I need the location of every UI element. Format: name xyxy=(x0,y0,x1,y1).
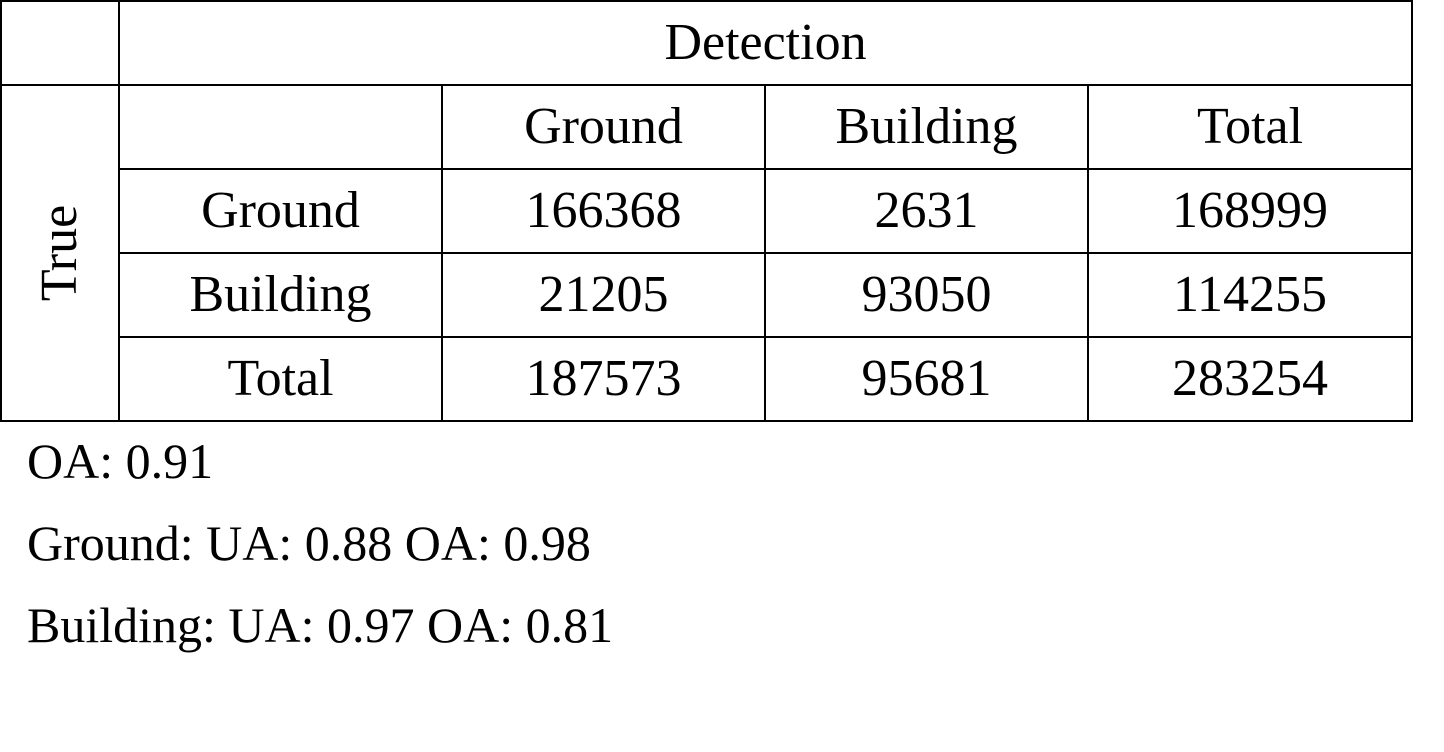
row-label-ground: Ground xyxy=(118,168,443,254)
table-cell: 93050 xyxy=(764,252,1089,338)
building-accuracy-note: Building: UA: 0.97 OA: 0.81 xyxy=(27,597,614,653)
ground-accuracy-note: Ground: UA: 0.88 OA: 0.98 xyxy=(27,515,591,571)
table-cell: 95681 xyxy=(764,336,1089,422)
confusion-matrix-table: Detection True Ground Building Total Gro… xyxy=(0,0,1414,422)
column-header-row: True Ground Building Total xyxy=(0,84,1414,422)
table-cell: 187573 xyxy=(441,336,766,422)
table-cell: 114255 xyxy=(1086,252,1414,338)
table-cell: 168999 xyxy=(1086,168,1414,254)
table-cell: 21205 xyxy=(441,252,766,338)
column-header-building: Building xyxy=(764,84,1089,170)
table-cell: 166368 xyxy=(441,168,766,254)
table-cell: 2631 xyxy=(764,168,1089,254)
table-row: Building 21205 93050 114255 xyxy=(1,252,1414,338)
row-label-total: Total xyxy=(118,336,443,422)
table-row: Total 187573 95681 283254 xyxy=(1,336,1414,422)
overall-accuracy-note: OA: 0.91 xyxy=(27,433,214,489)
column-header-ground: Ground xyxy=(441,84,766,170)
table-row: Ground 166368 2631 168999 xyxy=(1,168,1414,254)
detection-header-row: Detection xyxy=(0,0,1414,86)
table-cell: 283254 xyxy=(1086,336,1414,422)
true-axis-label: True xyxy=(31,204,88,302)
accuracy-notes: OA: 0.91 Ground: UA: 0.88 OA: 0.98 Build… xyxy=(27,436,613,682)
column-header-total: Total xyxy=(1086,84,1414,170)
row-label-building: Building xyxy=(118,252,443,338)
true-axis-cell: True xyxy=(0,84,120,422)
corner-cell xyxy=(0,0,120,86)
column-header-blank xyxy=(118,84,443,170)
detection-header: Detection xyxy=(117,0,1414,86)
